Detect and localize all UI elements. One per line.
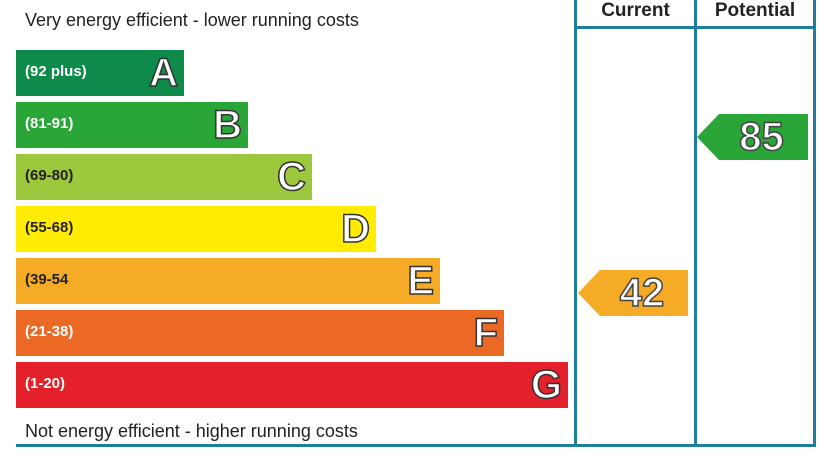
bottom-caption: Not energy efficient - higher running co… bbox=[25, 421, 358, 441]
band-range-label: (55-68) bbox=[25, 219, 74, 236]
potential-column-header: Potential bbox=[714, 0, 796, 21]
band-f: (21-38) F bbox=[16, 310, 504, 356]
potential-rating-value: 85 bbox=[739, 114, 785, 160]
band-range-label: (21-38) bbox=[25, 323, 74, 340]
band-letter: G bbox=[530, 362, 563, 408]
potential-arrow-shape bbox=[697, 114, 808, 160]
band-range-label: (39-54 bbox=[25, 271, 69, 288]
column-divider-middle bbox=[694, 0, 697, 446]
band-a: (92 plus) A bbox=[16, 50, 184, 96]
current-arrow-shape bbox=[578, 270, 688, 316]
band-range-label: (69-80) bbox=[25, 167, 74, 184]
current-rating-arrow: 42 bbox=[578, 270, 688, 316]
current-rating-value: 42 bbox=[619, 270, 665, 316]
band-letter: C bbox=[276, 154, 306, 200]
top-caption: Very energy efficient - lower running co… bbox=[25, 10, 359, 30]
band-b: (81-91) B bbox=[16, 102, 248, 148]
band-letter: E bbox=[407, 258, 435, 304]
band-range-label: (92 plus) bbox=[25, 63, 87, 80]
band-g: (1-20) G bbox=[16, 362, 568, 408]
band-letter: D bbox=[340, 206, 370, 252]
band-e: (39-54 E bbox=[16, 258, 440, 304]
column-divider-left bbox=[574, 0, 577, 446]
band-range-label: (81-91) bbox=[25, 115, 74, 132]
band-letter: F bbox=[473, 310, 499, 356]
bottom-rule bbox=[16, 444, 816, 447]
band-letter: B bbox=[212, 102, 242, 148]
header-rule bbox=[574, 26, 816, 29]
band-d: (55-68) D bbox=[16, 206, 376, 252]
potential-rating-arrow: 85 bbox=[697, 114, 808, 160]
column-divider-right bbox=[813, 0, 816, 446]
band-range-label: (1-20) bbox=[25, 375, 66, 392]
band-letter: A bbox=[148, 50, 178, 96]
band-c: (69-80) C bbox=[16, 154, 312, 200]
current-column-header: Current bbox=[601, 0, 670, 21]
